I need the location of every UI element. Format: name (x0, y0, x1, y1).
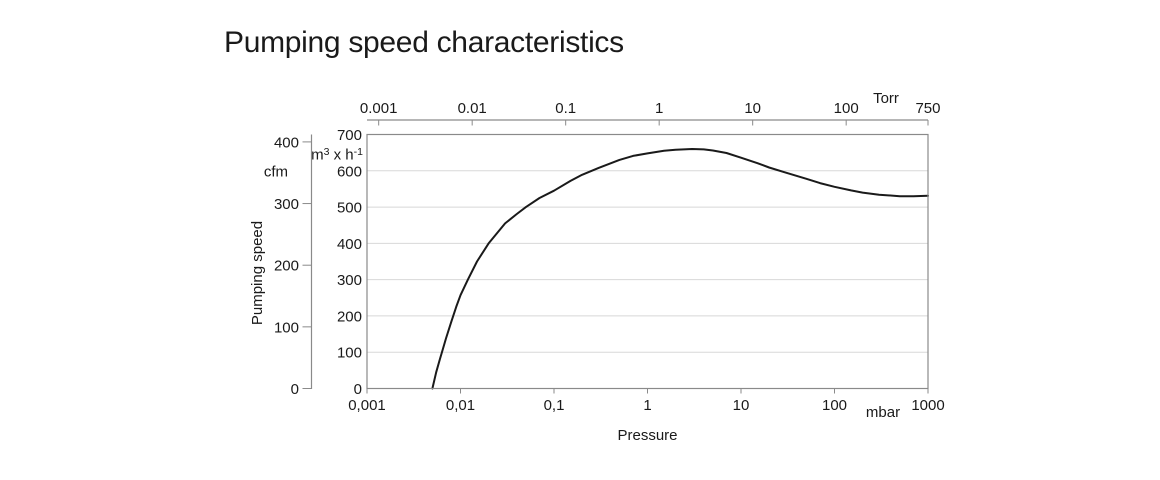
cfm-tick-label: 300 (274, 196, 299, 213)
torr-tick-label: 0.1 (555, 100, 576, 117)
torr-tick-label: 1 (655, 100, 663, 117)
mbar-tick-label: 0,1 (544, 397, 565, 414)
torr-tick-label: 0.001 (360, 100, 398, 117)
cfm-tick-label: 0 (291, 381, 299, 398)
torr-tick-label: 10 (744, 100, 761, 117)
m3h-unit-label: m3 x h-1 (311, 146, 363, 164)
m3h-tick-label: 200 (337, 308, 362, 325)
torr-tick-label: 750 (915, 100, 940, 117)
m3h-tick-label: 100 (337, 345, 362, 362)
m3h-tick-label: 400 (337, 236, 362, 253)
mbar-tick-label: 1000 (911, 397, 944, 414)
cfm-tick-label: 400 (274, 134, 299, 151)
mbar-tick-label: 0,001 (348, 397, 386, 414)
m3h-tick-label: 0 (354, 381, 362, 398)
plot-area (367, 134, 928, 389)
chart-title: Pumping speed characteristics (224, 26, 624, 59)
cfm-tick-label: 100 (274, 319, 299, 336)
mbar-tick-label: 100 (822, 397, 847, 414)
mbar-unit-label: mbar (866, 404, 900, 421)
mbar-tick-label: 10 (733, 397, 750, 414)
x-axis-title: Pressure (617, 427, 677, 444)
m3h-tick-label: 500 (337, 200, 362, 217)
torr-tick-label: 0.01 (458, 100, 487, 117)
mbar-tick-label: 1 (643, 397, 651, 414)
m3h-tick-label: 300 (337, 272, 362, 289)
pumping-speed-curve (431, 148, 929, 390)
y-axis-title: Pumping speed (249, 221, 266, 325)
cfm-unit-label: cfm (264, 164, 288, 181)
torr-tick-label: 100 (834, 100, 859, 117)
m3h-tick-label: 600 (337, 163, 362, 180)
mbar-tick-label: 0,01 (446, 397, 475, 414)
m3h-tick-label: 700 (337, 127, 362, 144)
cfm-tick-label: 200 (274, 258, 299, 275)
torr-unit-label: Torr (873, 90, 899, 107)
